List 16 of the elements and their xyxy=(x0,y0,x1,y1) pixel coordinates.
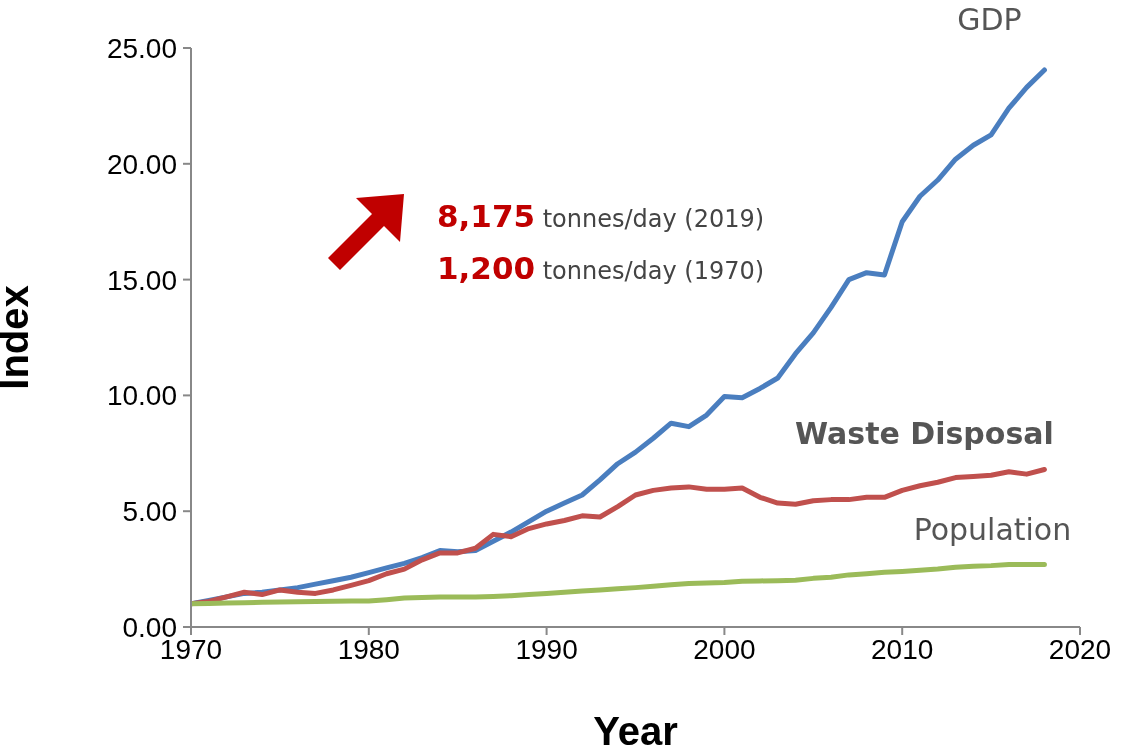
y-tick-label: 15.00 xyxy=(106,264,177,296)
series-label: Waste Disposal xyxy=(795,415,1054,451)
series-label: Population xyxy=(913,512,1072,548)
y-tick-label: 25.00 xyxy=(106,32,177,64)
annotation: 1,200 tonnes/day (1970) xyxy=(437,250,765,286)
x-tick-label: 1980 xyxy=(337,633,400,665)
y-tick-label: 20.00 xyxy=(106,148,177,180)
series-label: GDP xyxy=(957,2,1022,37)
y-tick-label: 10.00 xyxy=(106,380,177,412)
x-axis-title: Year xyxy=(593,709,678,747)
x-tick-label: 2000 xyxy=(693,633,756,665)
x-tick-label: 2010 xyxy=(871,633,934,665)
annotation: 8,175 tonnes/day (2019) xyxy=(437,198,765,234)
x-tick-label: 1990 xyxy=(515,633,578,665)
x-tick-label: 2020 xyxy=(1048,633,1112,665)
y-tick-label: 5.00 xyxy=(122,496,177,528)
